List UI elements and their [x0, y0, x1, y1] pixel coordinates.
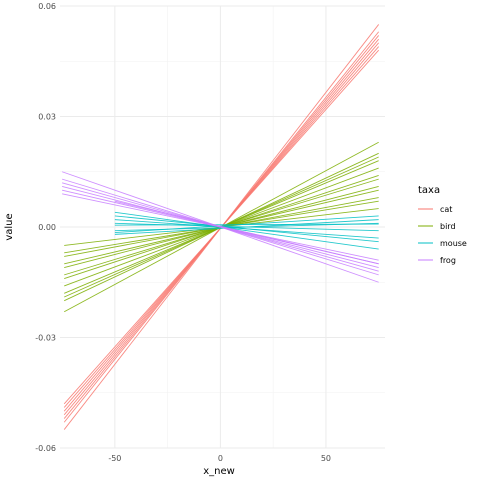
x-axis-title: x_new [203, 466, 235, 477]
series-lines [61, 24, 380, 430]
y-tick-label: -0.03 [35, 334, 56, 343]
series-mouse [114, 211, 379, 250]
x-tick-label: 50 [321, 454, 331, 463]
y-tick-label: 0.06 [38, 2, 56, 11]
legend: taxa cat bird mouse frog [418, 185, 467, 265]
series-line-mouse [114, 211, 379, 250]
legend-label-cat: cat [440, 205, 452, 214]
tick-labels: -50 0 50 -0.06 -0.03 0.00 0.03 0.06 [35, 2, 331, 463]
legend-label-bird: bird [440, 222, 456, 231]
legend-label-frog: frog [440, 256, 456, 265]
series-line-mouse [114, 215, 379, 233]
grid [60, 5, 385, 449]
y-tick-label: 0.03 [38, 113, 56, 122]
y-tick-label: 0.00 [38, 223, 56, 232]
series-line-frog [114, 200, 379, 265]
legend-label-mouse: mouse [440, 239, 467, 248]
series-line-mouse [114, 219, 379, 235]
legend-title: taxa [418, 185, 440, 196]
x-tick-label: 0 [218, 454, 223, 463]
legend-items: cat bird mouse frog [418, 205, 467, 265]
y-tick-label: -0.06 [35, 444, 56, 453]
series-line-mouse [114, 219, 379, 239]
series-line-frog [62, 193, 379, 261]
series-frog [61, 171, 379, 283]
x-tick-label: -50 [108, 454, 121, 463]
y-axis-title: value [4, 213, 15, 240]
